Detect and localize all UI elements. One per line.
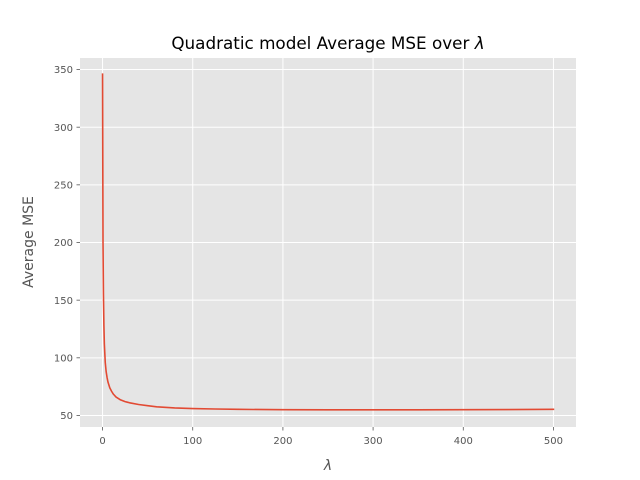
grid-lines	[80, 58, 576, 427]
y-tick-label: 200	[54, 238, 73, 249]
x-tick-label: 200	[273, 436, 292, 447]
x-axis-ticks: 0 100 200 300 400 500	[99, 427, 563, 447]
y-tick-label: 350	[54, 65, 73, 76]
series-group	[101, 73, 555, 411]
chart-title: Quadratic model Average MSE over λ	[171, 33, 484, 53]
x-tick-label: 100	[183, 436, 202, 447]
x-tick-label: 400	[454, 436, 473, 447]
y-tick-label: 250	[54, 180, 73, 191]
y-tick-label: 150	[54, 296, 73, 307]
x-axis-label: λ	[323, 458, 332, 474]
y-axis-label: Average MSE	[21, 196, 37, 288]
x-tick-label: 500	[544, 436, 563, 447]
x-tick-label: 0	[99, 436, 105, 447]
series-line	[101, 73, 555, 411]
y-axis-ticks: 50 100 150 200 250 300 350	[54, 65, 80, 422]
y-tick-label: 100	[54, 353, 73, 364]
y-tick-label: 300	[54, 123, 73, 134]
y-tick-label: 50	[60, 411, 73, 422]
x-tick-label: 300	[364, 436, 383, 447]
